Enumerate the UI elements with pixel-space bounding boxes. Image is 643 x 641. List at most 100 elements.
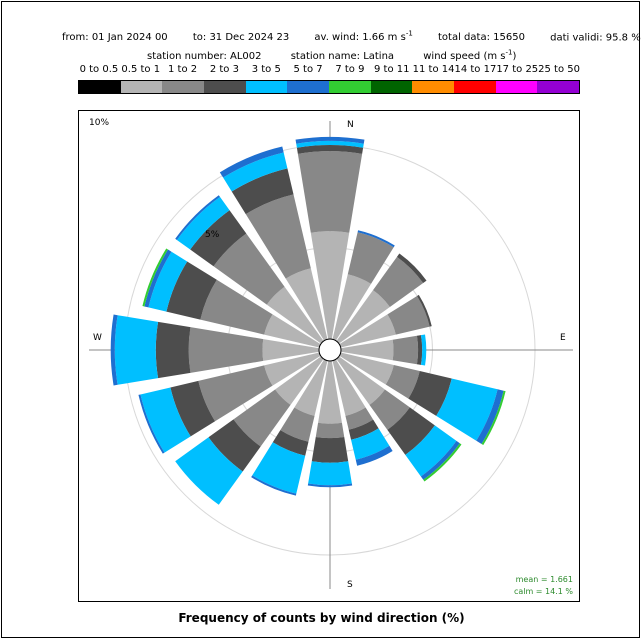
mean-annotation: mean = 1.661 <box>516 575 573 584</box>
legend-swatch-9 <box>454 81 496 93</box>
average-wind-exponent: -1 <box>405 30 413 38</box>
wedge-WNW-3 <box>148 251 188 312</box>
legend-swatch-7 <box>370 81 413 93</box>
wedge-NNW-0 <box>285 268 329 345</box>
calm-annotation: calm = 14.1 % <box>514 587 573 596</box>
wedge-SSE-2 <box>348 419 379 440</box>
wedge-SW-3 <box>175 437 243 505</box>
wedge-W-3 <box>114 315 159 385</box>
wedge-S-1 <box>315 422 345 439</box>
station-number: station number: AL002 <box>147 51 262 63</box>
wedge-ENE-1 <box>387 296 430 335</box>
wedge-SW-2 <box>208 419 261 472</box>
station-name: station name: Latina <box>290 51 395 63</box>
wedge-SSW-3 <box>252 442 306 494</box>
wedge-WNW-4 <box>144 249 172 308</box>
wedge-SE-3 <box>405 425 457 477</box>
wedge-WNW-0 <box>264 314 325 349</box>
wedge-ENE-2 <box>417 294 432 327</box>
wedge-W-1 <box>188 327 264 373</box>
legend-colorbar <box>78 80 580 94</box>
wedge-NE-0 <box>333 290 390 347</box>
legend-swatch-3 <box>204 81 246 93</box>
legend-label-1: 0.5 to 1 <box>121 64 161 75</box>
total-data: total data: 15650 <box>438 32 525 44</box>
wedge-E-3 <box>420 334 427 366</box>
wedge-W-4 <box>110 314 118 386</box>
wedge-W-2 <box>155 321 191 379</box>
wedge-NNW-4 <box>219 146 284 178</box>
legend-label-3: 2 to 3 <box>209 64 239 75</box>
wedge-S-4 <box>307 483 353 488</box>
date-to: to: 31 Dec 2024 23 <box>192 32 290 44</box>
wedge-WNW-5 <box>142 248 169 307</box>
wedge-SSW-2 <box>272 430 309 456</box>
wedge-SW-1 <box>233 389 291 447</box>
wedge-SE-2 <box>387 407 435 455</box>
wedge-SE-5 <box>423 443 462 482</box>
date-from: from: 01 Jan 2024 00 <box>62 32 168 44</box>
legend-swatch-1 <box>120 81 163 93</box>
wedge-WSW-3 <box>140 387 191 453</box>
legend-label-8: 11 to 14 <box>412 64 455 75</box>
wedge-NNE-1 <box>347 232 394 284</box>
wedge-W-0 <box>262 339 324 361</box>
wedge-N-0 <box>310 231 350 344</box>
wedge-ESE-4 <box>476 389 504 444</box>
valid-data: dati validi: 95.8 % <box>550 32 641 44</box>
wedge-WSW-0 <box>264 351 325 386</box>
chart-title: Frequency of counts by wind direction (%… <box>178 611 465 625</box>
legend-swatch-10 <box>495 81 538 93</box>
compass-east: E <box>560 333 566 343</box>
wedge-SSW-1 <box>280 407 315 442</box>
wedge-SE-0 <box>333 353 385 405</box>
calm-circle <box>318 338 342 362</box>
wedge-NW-2 <box>190 210 247 267</box>
wedge-S-3 <box>308 461 352 486</box>
wedge-SSE-4 <box>355 445 393 466</box>
legend-label-7: 9 to 11 <box>374 64 410 75</box>
wind-speed-exponent: -1 <box>505 49 513 57</box>
wedge-NNW-3 <box>223 152 288 192</box>
wedge-WNW-1 <box>200 279 273 335</box>
wedge-SSW-4 <box>251 475 297 496</box>
legend-swatch-11 <box>537 81 580 93</box>
wedge-WSW-1 <box>198 365 273 422</box>
legend-swatch-5 <box>287 81 330 93</box>
radial-tick-10: 10% <box>89 118 109 128</box>
wedge-NW-1 <box>213 233 285 305</box>
wedge-NNE-4 <box>357 230 395 248</box>
wedge-ESE-5 <box>481 390 506 446</box>
legend-labels: 0 to 0.5 0.5 to 1 1 to 2 2 to 3 3 to 5 5 to 7… <box>78 64 580 78</box>
legend-label-6: 7 to 9 <box>335 64 365 75</box>
legend-label-0: 0 to 0.5 <box>79 64 119 75</box>
wedge-SSE-1 <box>345 407 374 430</box>
wedge-WNW-2 <box>166 261 217 320</box>
windrose-plot: N S E W 5% 10% mean = 1.661 calm = 14.1 % <box>78 110 580 602</box>
wedge-N-3 <box>296 140 364 148</box>
wedge-NW-4 <box>175 195 220 240</box>
legend-label-10: 17 to 25 <box>496 64 539 75</box>
legend-swatch-8 <box>412 81 455 93</box>
header-row-1: from: 01 Jan 2024 00 to: 31 Dec 2024 23 … <box>62 30 641 43</box>
wedge-SSW-0 <box>294 355 329 416</box>
wind-speed-text: wind speed (m s <box>423 51 506 63</box>
legend-swatch-4 <box>245 81 288 93</box>
wind-speed-close: ) <box>512 51 517 63</box>
wedge-ESE-1 <box>385 364 420 399</box>
wedge-ENE-0 <box>335 314 396 349</box>
wedge-ESE-0 <box>335 351 394 385</box>
wedge-E-2 <box>416 335 423 365</box>
wedge-SSE-0 <box>331 355 366 416</box>
wedge-S-0 <box>318 356 342 424</box>
wedge-NE-1 <box>373 256 424 307</box>
wedge-NW-0 <box>266 286 327 347</box>
wedge-NW-3 <box>176 196 230 250</box>
wedge-NNW-1 <box>245 194 311 279</box>
wedge-NE-2 <box>396 253 427 284</box>
wedge-ESE-2 <box>408 371 452 416</box>
average-wind: av. wind: 1.66 m s-1 <box>314 30 413 43</box>
compass-south: S <box>347 580 353 590</box>
header-row-2: station number: AL002 station name: Lati… <box>147 49 516 62</box>
wedge-N-2 <box>296 145 364 154</box>
